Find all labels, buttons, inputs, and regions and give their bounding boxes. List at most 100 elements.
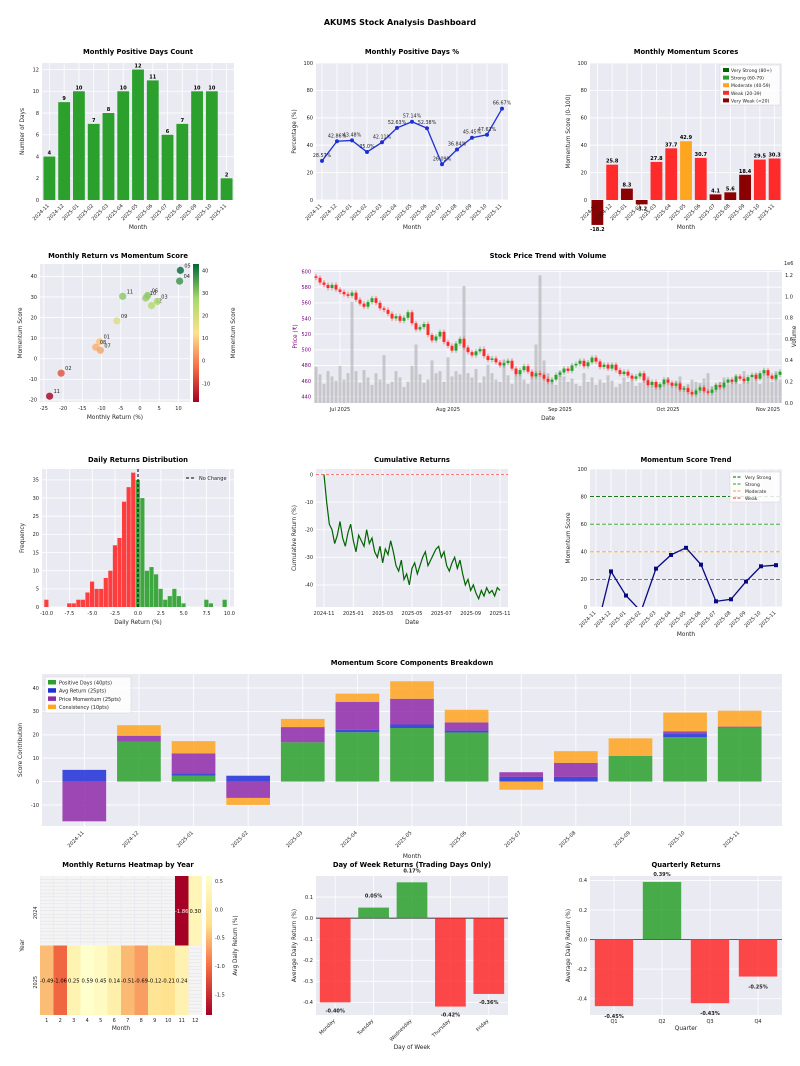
daily-returns-hist-bin [67,603,72,607]
price-trend-ytick-label: 540 [301,316,311,322]
momentum-scores-value-label: 25.8 [606,159,619,165]
day-of-week-ylabel: Average Daily Return (%) [292,909,298,982]
score-components-segment [335,729,380,733]
price-trend-volume-bar [362,370,366,403]
quarterly-returns-bar [594,939,634,1007]
price-trend-candle-body [314,276,318,278]
price-trend-candle-body [474,351,478,356]
price-trend-candle-body [402,317,406,321]
price-trend-volume-bar [518,371,522,403]
price-trend-volume-bar [638,382,642,403]
price-trend-candle-body [750,374,754,378]
price-trend-candle-body [654,381,658,388]
returns-heatmap-cell [188,876,202,946]
score-components-segment [663,737,707,782]
price-trend-candle-body [546,378,550,382]
positive-days-count-ytick-label: 4 [36,154,39,160]
price-trend-volume-bar [366,377,370,403]
returns-heatmap-cell-label: 0.14 [108,978,120,984]
daily-returns-hist-bin [71,603,76,607]
price-trend-volume-bar [626,381,630,403]
day-of-week-bar [319,918,351,1003]
momentum-trend-ytick-label: 20 [581,577,587,583]
daily-returns-hist-bin [158,588,163,607]
quarterly-returns-ytick-label: 0.0 [579,937,587,943]
momentum-scores-legend-swatch [723,83,729,88]
price-trend-volume-bar [602,382,606,403]
price-trend-candle-body [702,387,706,392]
returns-heatmap-cell-label: -0.51 [121,978,134,984]
price-trend-volume-bar [510,383,514,403]
daily-returns-hist-ytick-label: 10 [33,568,39,574]
momentum-scores-ytick-label: 0 [584,198,587,204]
score-components-ytick-label: 30 [33,709,39,715]
positive-days-pct-value-label: 52.38% [418,120,437,126]
momentum-scores-legend-label: Very Weak (<20) [731,98,769,104]
score-components-segment [499,781,544,790]
cumulative-returns-ytick-label: -20 [305,528,313,534]
price-trend-candle-body [498,362,502,366]
price-trend-candle-body [722,382,726,388]
price-trend-volume-bar [538,275,542,403]
score-components-segment [554,751,598,763]
price-trend-ytick-label: 580 [301,285,311,291]
price-trend-volume-bar [442,381,446,403]
price-trend-volume-bar [674,380,678,403]
momentum-scores-legend: Very Strong (80+) Strong (60-79)Moderate … [719,64,781,106]
quarterly-returns-ytick-label: -0.4 [577,997,587,1003]
price-trend-volume-bar [750,379,754,403]
cumulative-returns-xtick-label: 2025-07 [431,611,452,617]
price-trend-volume-bar [610,380,614,403]
price-trend-candle-body [606,364,610,369]
price-trend-candle-body [346,294,350,296]
return-vs-momentum-xtick-label: -15 [78,406,86,412]
daily-returns-hist-xtick-label: 5.0 [180,611,188,617]
price-trend-candle-body [538,373,542,375]
price-trend-candle-body [414,323,418,330]
positive-days-count-bar [132,69,144,201]
quarterly-returns-ylabel: Average Daily Return (%) [566,909,572,982]
positive-days-count-bar [43,156,56,200]
return-vs-momentum-ytick-label: 40 [31,274,37,280]
positive-days-count-value-label: 11 [149,74,156,80]
price-trend-candle-body [478,349,482,352]
returns-heatmap-cell-label: -0.69 [135,978,148,984]
score-components-legend-label: Price Momentum (25pts) [59,697,121,703]
returns-heatmap-xlabel: Month [112,1026,130,1032]
positive-days-pct-ytick-label: 20 [307,170,313,176]
daily-returns-hist-xtick-label: -2.5 [110,611,120,617]
cumulative-returns-chart: -40 -30 -20 -10 0 2024-11 2025-01 2025-03 2025-0… [292,456,510,626]
price-trend-volume-bar [778,379,782,403]
price-trend-volume-bar [378,379,382,403]
price-trend-candle-body [362,303,366,307]
price-trend-xtick-label: Sep 2025 [548,407,572,413]
return-vs-momentum-xtick-label: 5 [158,406,161,412]
score-components-segment [390,728,434,782]
day-of-week-ytick-label: 0.0 [305,916,313,922]
returns-heatmap-cell [67,945,81,1015]
return-vs-momentum-xtick-label: -20 [59,406,67,412]
day-of-week-value-label: -0.42% [441,1013,460,1019]
positive-days-pct-point [365,150,369,155]
price-trend-candle-body [662,379,666,385]
return-vs-momentum-title: Monthly Return vs Momentum Score [48,252,188,260]
returns-heatmap-cell [121,945,135,1015]
returns-heatmap-cell [94,945,108,1015]
score-components-segment [444,722,489,731]
daily-returns-hist-bin [112,545,118,607]
price-trend-volume-bar [354,371,358,403]
daily-returns-hist-ytick-label: 15 [33,550,39,556]
price-trend-candle-body [522,366,526,371]
momentum-scores-bar [739,174,751,200]
return-vs-momentum-point-label: 10 [150,291,156,297]
momentum-scores-value-label: 5.6 [726,186,735,192]
price-trend-candle-body [390,313,394,319]
price-trend-candle-body [634,376,638,379]
positive-days-pct-point [500,106,504,111]
positive-days-pct-point [425,126,429,131]
daily-returns-hist-bin [122,501,127,607]
price-trend-volume-bar [466,373,470,403]
daily-returns-hist-xtick-label: 10.0 [224,611,235,617]
price-trend-candle-body [398,316,402,321]
